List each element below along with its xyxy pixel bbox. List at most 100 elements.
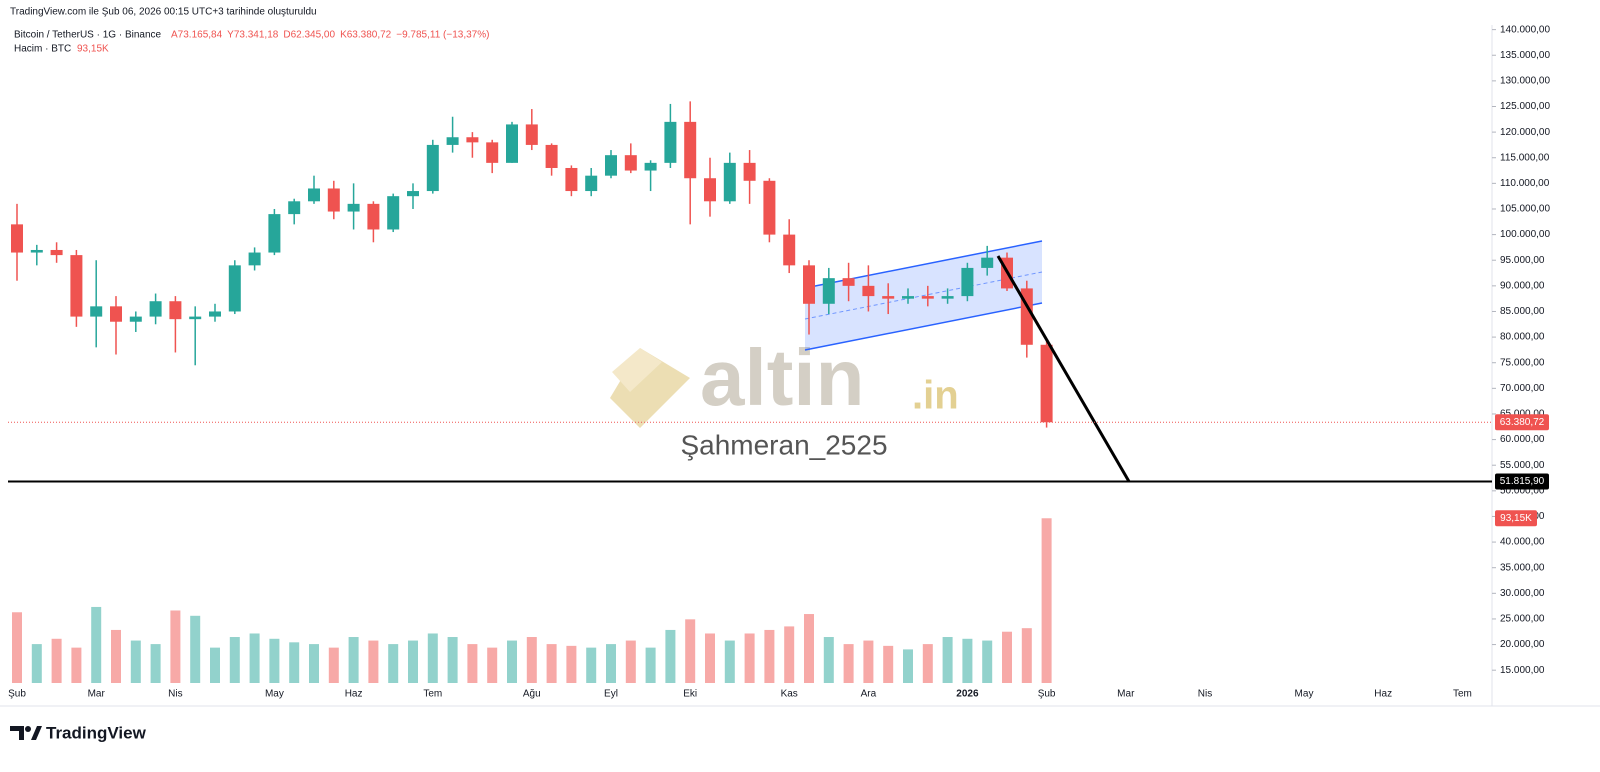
last-volume-tag bbox=[1495, 510, 1537, 527]
candle-body bbox=[209, 311, 221, 317]
y-tick-label: 115.000,00 bbox=[1500, 152, 1550, 163]
candle-body bbox=[1040, 344, 1053, 423]
volume-bar bbox=[507, 640, 517, 683]
volume-bar bbox=[487, 647, 498, 683]
x-tick-label: Nis bbox=[1198, 689, 1212, 700]
candle-body bbox=[862, 285, 875, 297]
watermark-suffix: .in bbox=[912, 374, 959, 418]
x-tick-label: Ara bbox=[861, 689, 877, 700]
volume-bar bbox=[467, 644, 478, 683]
candle-body bbox=[565, 167, 578, 192]
y-tick-label: 75.000,00 bbox=[1500, 357, 1545, 368]
candle-body bbox=[763, 180, 776, 235]
tv-logo-text: TradingView bbox=[46, 723, 147, 742]
volume-bar bbox=[249, 633, 260, 683]
candle-body bbox=[803, 265, 815, 304]
volume-bar bbox=[12, 612, 22, 683]
candle-body bbox=[387, 196, 400, 230]
candle-body bbox=[723, 162, 736, 202]
candle-body bbox=[50, 249, 63, 256]
x-tick-label: Haz bbox=[1374, 689, 1392, 700]
candle-body bbox=[466, 137, 479, 143]
volume-bar bbox=[784, 626, 795, 683]
volume-bar bbox=[903, 649, 913, 683]
y-tick-label: 85.000,00 bbox=[1500, 306, 1545, 317]
candle-body bbox=[90, 306, 103, 317]
volume-bar bbox=[843, 644, 854, 683]
volume-name: Hacim · BTC bbox=[14, 44, 71, 55]
candle-body bbox=[248, 252, 261, 266]
candle-body bbox=[347, 203, 360, 212]
volume-bar bbox=[526, 637, 537, 683]
candle-body bbox=[961, 267, 974, 297]
candle-body bbox=[308, 188, 320, 202]
volume-bar bbox=[883, 645, 894, 683]
candle-body bbox=[585, 175, 598, 192]
y-tick-label: 140.000,00 bbox=[1500, 24, 1550, 35]
x-tick-label: Nis bbox=[168, 689, 182, 700]
watermark-logo bbox=[610, 348, 690, 428]
volume-bar bbox=[71, 647, 82, 683]
x-tick-label: May bbox=[265, 689, 284, 700]
volume-bar bbox=[665, 629, 676, 683]
candle-body bbox=[882, 296, 895, 299]
y-tick-label: 70.000,00 bbox=[1500, 383, 1545, 394]
volume-bar bbox=[1041, 518, 1052, 683]
candle-body bbox=[704, 178, 716, 202]
volume-bar bbox=[427, 633, 438, 683]
watermark-brand: altin bbox=[700, 333, 864, 422]
tv-logo-icon bbox=[10, 726, 42, 740]
channel-mid bbox=[804, 271, 1043, 320]
candle-body bbox=[11, 224, 23, 253]
volume-bar bbox=[31, 644, 42, 683]
y-tick-label: 30.000,00 bbox=[1500, 588, 1545, 599]
candle-body bbox=[545, 144, 558, 168]
candle-body bbox=[684, 121, 697, 179]
volume-bar bbox=[1002, 631, 1012, 683]
volume-bar bbox=[368, 640, 379, 683]
candle-body bbox=[941, 296, 954, 299]
candle-body bbox=[525, 124, 538, 145]
candle-body bbox=[644, 162, 657, 171]
x-tick-label: Eki bbox=[683, 689, 697, 700]
y-tick-label: 95.000,00 bbox=[1500, 255, 1545, 266]
last-price-tag bbox=[1495, 414, 1549, 431]
volume-bar bbox=[705, 633, 715, 683]
y-tick-label: 50.000,00 bbox=[1500, 485, 1545, 496]
y-tick-label: 40.000,00 bbox=[1500, 537, 1545, 548]
x-tick-label: Şub bbox=[1038, 689, 1056, 700]
x-tick-label: Eyl bbox=[604, 689, 618, 700]
candle-body bbox=[624, 155, 637, 171]
x-tick-label: Mar bbox=[88, 689, 106, 700]
symbol: Bitcoin / TetherUS · 1G · Binance bbox=[14, 30, 162, 41]
volume-bar bbox=[170, 610, 181, 683]
candle-body bbox=[486, 142, 499, 163]
volume-bar bbox=[942, 637, 953, 683]
ohlc-value: K63.380,72 bbox=[340, 30, 392, 41]
volume-bar bbox=[606, 644, 616, 683]
volume-bar bbox=[388, 644, 399, 683]
ohlc-value: Y73.341,18 bbox=[227, 30, 279, 41]
y-tick-label: 110.000,00 bbox=[1500, 178, 1550, 189]
channel-bottom bbox=[804, 302, 1043, 351]
x-tick-label: Ağu bbox=[523, 689, 541, 700]
volume-bar bbox=[309, 644, 319, 683]
candle-body bbox=[506, 124, 518, 163]
y-tick-label: 55.000,00 bbox=[1500, 460, 1545, 471]
candle-body bbox=[268, 214, 281, 253]
ohlc-value: A73.165,84 bbox=[171, 30, 223, 41]
volume-bar bbox=[744, 633, 755, 683]
x-tick-label: May bbox=[1295, 689, 1314, 700]
volume-bar bbox=[408, 640, 418, 683]
x-tick-label: Tem bbox=[423, 689, 442, 700]
candle-body bbox=[129, 316, 142, 322]
hline-tag-label: 51.815,90 bbox=[1500, 476, 1545, 487]
volume-bar bbox=[982, 640, 993, 683]
y-tick-label: 105.000,00 bbox=[1500, 204, 1550, 215]
x-tick-label: Haz bbox=[345, 689, 363, 700]
volume-bar bbox=[328, 647, 339, 683]
volume-value: 93,15K bbox=[77, 44, 109, 55]
y-tick-label: 90.000,00 bbox=[1500, 280, 1545, 291]
